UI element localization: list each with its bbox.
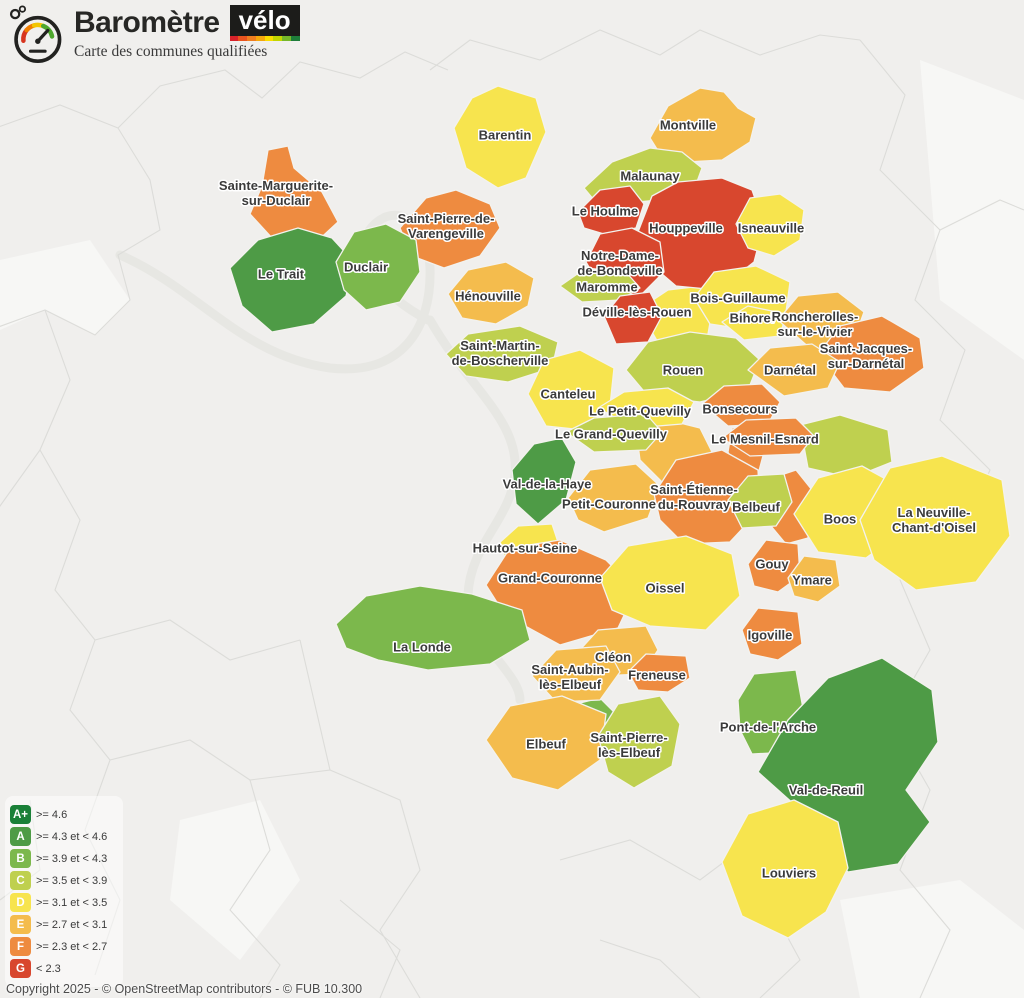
commune-saint-aubin-les-elbeuf[interactable]	[531, 645, 621, 703]
commune-la-londe[interactable]	[335, 585, 531, 671]
legend-range-label: >= 4.3 et < 4.6	[36, 830, 108, 843]
commune-duclair[interactable]	[335, 223, 421, 311]
commune-le-houlme[interactable]	[577, 185, 645, 235]
legend-row: C >= 3.5 et < 3.9	[10, 871, 107, 890]
legend-range-label: < 2.3	[36, 962, 61, 975]
legend-row: F >= 2.3 et < 2.7	[10, 937, 107, 956]
commune-val-de-la-haye[interactable]	[511, 437, 577, 525]
legend-grade-badge: E	[10, 915, 31, 934]
commune-igoville[interactable]	[741, 607, 803, 661]
commune-saint-pierre-les-elbeuf[interactable]	[597, 695, 681, 789]
commune-freneuse[interactable]	[627, 653, 691, 693]
commune-ymare[interactable]	[787, 555, 841, 603]
commune-henouville[interactable]	[447, 261, 535, 325]
communes-layer	[229, 85, 1011, 939]
commune-elbeuf[interactable]	[485, 695, 607, 791]
brand-badge-color-strip	[229, 36, 300, 41]
legend-grade-badge: F	[10, 937, 31, 956]
commune-le-trait[interactable]	[229, 227, 355, 333]
legend-range-label: >= 3.1 et < 3.5	[36, 896, 108, 909]
brand-badge-text: vélo	[238, 5, 291, 35]
commune-oissel[interactable]	[599, 535, 741, 631]
legend-row: D >= 3.1 et < 3.5	[10, 893, 107, 912]
commune-darnetal[interactable]	[747, 343, 841, 397]
brand-name: Baromètre	[74, 6, 220, 39]
commune-area[interactable]	[799, 414, 893, 479]
legend-range-label: >= 2.3 et < 2.7	[36, 940, 108, 953]
barometer-gauge-icon	[9, 5, 62, 63]
logo[interactable]: Baromètre vélo	[74, 5, 300, 41]
map-background	[0, 29, 1024, 998]
commune-bonsecours[interactable]	[701, 383, 781, 427]
commune-saint-jacques-sur-darnetal[interactable]	[817, 315, 925, 393]
legend-grade-badge: A+	[10, 805, 31, 824]
legend-range-label: >= 2.7 et < 3.1	[36, 918, 108, 931]
commune-canteleu[interactable]	[527, 349, 615, 431]
brand-badge: vélo	[229, 5, 300, 41]
commune-petit-couronne[interactable]	[567, 463, 661, 533]
map-attribution: Copyright 2025 - © OpenStreetMap contrib…	[6, 982, 363, 996]
legend-row: G < 2.3	[10, 959, 107, 978]
legend-grade-badge: D	[10, 893, 31, 912]
commune-la-neuville-chant-d-oisel[interactable]	[859, 455, 1011, 591]
commune-le-mesnil-esnard[interactable]	[721, 417, 815, 457]
commune-sainte-marguerite-sur-duclair[interactable]	[249, 145, 339, 247]
commune-saint-pierre-de-varengeville[interactable]	[399, 189, 501, 269]
legend-row: E >= 2.7 et < 3.1	[10, 915, 107, 934]
commune-barentin[interactable]	[453, 85, 547, 189]
legend-row: A >= 4.3 et < 4.6	[10, 827, 107, 846]
commune-louviers[interactable]	[721, 799, 849, 939]
legend-grade-badge: B	[10, 849, 31, 868]
legend-range-label: >= 4.6	[36, 808, 68, 821]
commune-maromme[interactable]	[559, 267, 641, 303]
legend-row: B >= 3.9 et < 4.3	[10, 849, 107, 868]
page-subtitle: Carte des communes qualifiées	[74, 43, 268, 60]
commune-belbeuf[interactable]	[727, 473, 793, 529]
commune-isneauville[interactable]	[735, 193, 805, 257]
legend-grade-badge: A	[10, 827, 31, 846]
legend-grade-badge: G	[10, 959, 31, 978]
legend-row: A+ >= 4.6	[10, 805, 107, 824]
legend-grade-badge: C	[10, 871, 31, 890]
app-header: Baromètre vélo Carte des communes qualif…	[7, 5, 300, 63]
legend-range-label: >= 3.5 et < 3.9	[36, 874, 108, 887]
legend-range-label: >= 3.9 et < 4.3	[36, 852, 108, 865]
grade-legend: A+ >= 4.6 A >= 4.3 et < 4.6 B >= 3.9 et < 4.3…	[5, 796, 124, 987]
commune-le-grand-quevilly[interactable]	[565, 413, 663, 453]
commune-deville-les-rouen[interactable]	[603, 291, 663, 345]
commune-saint-martin-de-boscherville[interactable]	[445, 325, 559, 383]
